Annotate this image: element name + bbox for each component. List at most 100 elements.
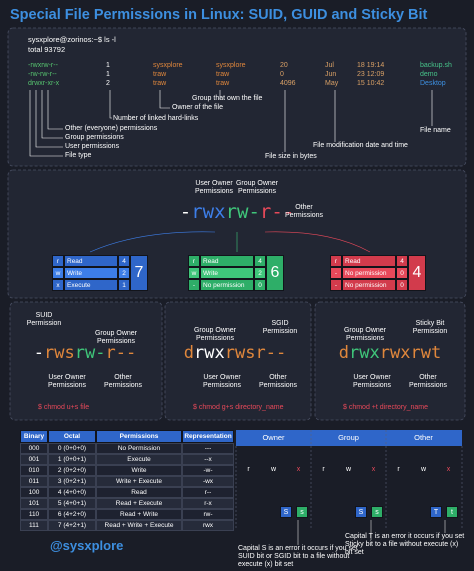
table-cell: Write [96, 465, 182, 476]
table-cell: 4 (4+0+0) [48, 487, 96, 498]
group-header: Owner [262, 433, 285, 442]
table-cell: No Permission [96, 443, 182, 454]
terminal-cell: sysxplore [216, 62, 246, 69]
table-cell: No permission [342, 267, 396, 279]
permission-part: rwt [410, 343, 442, 363]
connector [109, 90, 112, 119]
terminal-cell: traw [153, 80, 167, 87]
table-cell: x [52, 279, 64, 291]
permission-part: - [33, 343, 45, 363]
permission-string: -rwsrw-r-- [5, 345, 165, 362]
permission-part: d [338, 343, 350, 363]
table-header: Binary [20, 430, 48, 443]
connector [159, 90, 170, 109]
terminal-cell: sysxplore [153, 62, 183, 69]
annotation: Other (everyone) permissions [65, 125, 158, 132]
bit-columns [235, 430, 463, 530]
special-bit: S [355, 506, 367, 518]
table-cell: 001 [20, 454, 48, 465]
table-cell: --- [182, 443, 234, 454]
bit-letter: r [397, 466, 400, 473]
table-cell: 7 (4+2+1) [48, 520, 96, 531]
table-header: Representation [182, 430, 234, 443]
terminal-cell: 0 [280, 71, 284, 78]
special-bit: s [296, 506, 308, 518]
table-cell: 5 (4+0+1) [48, 498, 96, 509]
permission-part: rw- [74, 343, 106, 363]
special-bit: T [430, 506, 442, 518]
title: Special File Permissions in Linux: SUID,… [10, 7, 428, 23]
label: Other Permissions [284, 204, 324, 219]
group-header: Group [338, 433, 359, 442]
terminal-cell: Desktop [420, 80, 446, 87]
permission-part: r-- [259, 201, 295, 223]
table-cell: r-x [182, 498, 234, 509]
label: User Owner Permissions [194, 180, 234, 195]
annotation: Group that own the file [192, 95, 263, 102]
terminal-panel [7, 27, 467, 167]
label: User Owner Permissions [352, 374, 392, 389]
table-cell: rwx [182, 520, 234, 531]
special-bit: s [371, 506, 383, 518]
table-cell: Read [96, 487, 182, 498]
table-cell: 2 [118, 267, 130, 279]
annotation: File name [420, 127, 451, 134]
permission-part: rws [44, 343, 75, 363]
permission-string: drwxrwsr-- [155, 345, 315, 362]
bit-letter: w [420, 466, 427, 473]
terminal-cell: demo [420, 71, 438, 78]
table-cell: 101 [20, 498, 48, 509]
permission-part: rwx [349, 343, 380, 363]
annotation: File type [65, 152, 92, 159]
table-cell: Write [200, 267, 254, 279]
table-cell: 4 [254, 255, 266, 267]
prompt: sysxplore@zorinos:~$ ls -l [28, 35, 116, 44]
table-cell: Execute [64, 279, 118, 291]
table-cell: w [52, 267, 64, 279]
table-cell: - [188, 279, 200, 291]
annotation: File size in bytes [265, 153, 317, 160]
label: SGID Permission [262, 320, 298, 335]
table-cell: --x [182, 454, 234, 465]
bit-letter: w [270, 466, 277, 473]
table-cell: Read [64, 255, 118, 267]
table-cell: 6 (4+2+0) [48, 509, 96, 520]
connector [264, 231, 371, 253]
annotation: Number of linked hard-links [113, 115, 199, 122]
permission-part: rws [224, 343, 256, 363]
table-cell: -w- [182, 465, 234, 476]
table-cell: rw- [182, 509, 234, 520]
table-cell: Read [342, 255, 396, 267]
permission-string: -rwxrw-r-- [157, 203, 317, 222]
terminal-cell: 4096 [280, 80, 296, 87]
permission-string: drwxrwxrwt [310, 345, 470, 362]
table-cell: - [330, 279, 342, 291]
permission-part: rwx [379, 343, 411, 363]
bit-letter: x [446, 466, 451, 473]
label: Group Owner Permissions [94, 330, 138, 345]
total: total 93792 [28, 45, 66, 54]
terminal-cell: traw [216, 71, 230, 78]
terminal-cell: 2 [106, 80, 110, 87]
table-cell: Write + Execute [96, 476, 182, 487]
terminal-cell: -rw-rw-r-- [28, 71, 57, 78]
table-cell: 4 [396, 255, 408, 267]
note: Capital T is an error it occurs if you s… [345, 533, 465, 556]
label: Other Permissions [258, 374, 298, 389]
terminal-cell: backup.sh [420, 62, 452, 69]
special-bit: S [280, 506, 292, 518]
special-bit: t [446, 506, 458, 518]
table-total: 6 [266, 255, 284, 291]
terminal-cell: 18 19:14 [357, 62, 385, 69]
suid-panel [9, 301, 163, 421]
table-cell: 4 [118, 255, 130, 267]
table-cell: 0 (0+0+0) [48, 443, 96, 454]
connectors [29, 90, 433, 253]
terminal-cell: 15 10:42 [357, 80, 385, 87]
terminal-cell: 23 12:09 [357, 71, 385, 78]
note-connectors [297, 520, 446, 545]
connector [29, 90, 63, 157]
terminal-cell: Jul [325, 62, 334, 69]
label: Sticky Bit Permission [412, 320, 448, 335]
